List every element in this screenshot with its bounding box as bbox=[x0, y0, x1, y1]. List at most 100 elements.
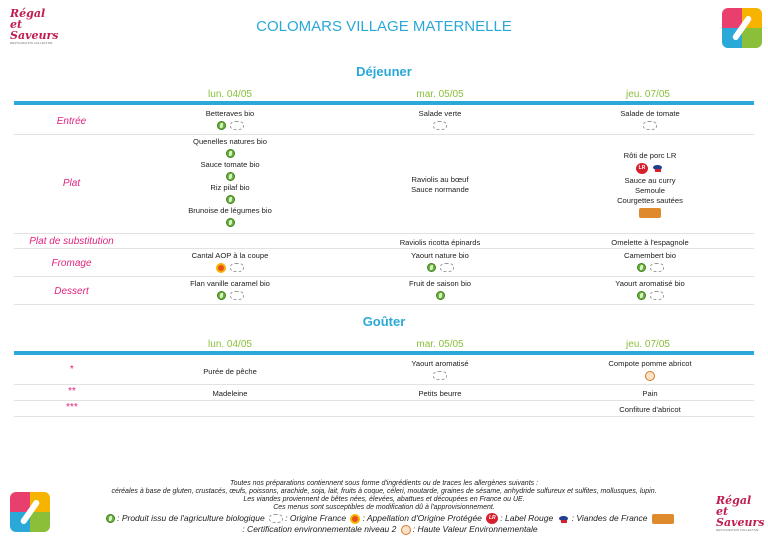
label-legend: : Produit issu de l'agriculture biologiq… bbox=[80, 513, 700, 535]
dejeuner-day-mon: lun. 04/05 bbox=[208, 89, 252, 100]
row-divider bbox=[14, 233, 754, 234]
dish-name: Semoule bbox=[635, 186, 665, 195]
bio-leaf-icon bbox=[225, 195, 235, 204]
cell-substitution-thu: Omelette à l'espagnole bbox=[611, 238, 689, 247]
cell-entree-tue: Salade verte bbox=[355, 109, 525, 132]
dish-name: Flan vanille caramel bio bbox=[190, 279, 270, 288]
dish-name: Cantal AOP à la coupe bbox=[191, 251, 269, 260]
dish-name: Courgettes sautées bbox=[617, 196, 683, 205]
gouter-row-label-3: *** bbox=[65, 402, 78, 413]
cell-plat-tue: Raviolis au bœuf Sauce normande bbox=[355, 175, 525, 195]
dish-name: Brunoise de légumes bio bbox=[188, 206, 272, 215]
aop-icon bbox=[350, 513, 361, 524]
dish-name: Quenelles natures bio bbox=[193, 137, 267, 146]
colorful-logo-top-right bbox=[722, 8, 762, 48]
legend-hve: : Haute Valeur Environnementale bbox=[412, 524, 538, 535]
row-divider bbox=[14, 248, 754, 249]
cell-entree-mon: Betteraves bio bbox=[145, 109, 315, 132]
brand-name-line2: Saveurs bbox=[716, 516, 765, 529]
dish-name: Raviolis au bœuf bbox=[411, 175, 469, 184]
origine-france-icon bbox=[649, 263, 664, 272]
dish-name: Sauce normande bbox=[411, 185, 469, 194]
row-label-dessert: Dessert bbox=[54, 286, 89, 297]
hve-icon bbox=[645, 371, 655, 381]
bio-leaf-icon bbox=[225, 218, 235, 227]
dish-name: Salade de tomate bbox=[620, 109, 680, 118]
bio-leaf-icon bbox=[225, 149, 235, 158]
dish-name: Riz pilaf bio bbox=[210, 183, 250, 192]
brand-tagline: RESTAURATION COLLECTIVE bbox=[716, 528, 759, 532]
origine-france-icon bbox=[269, 514, 284, 524]
viandes-de-france-icon bbox=[558, 514, 570, 524]
brand-tagline: RESTAURATION COLLECTIVE bbox=[10, 41, 53, 45]
gouter-header-bar bbox=[14, 351, 754, 355]
bio-leaf-icon bbox=[426, 263, 436, 272]
cell-gouter1-thu: Compote pomme abricot bbox=[565, 359, 735, 383]
cell-entree-thu: Salade de tomate bbox=[565, 109, 735, 132]
origine-france-icon bbox=[643, 121, 657, 130]
row-divider bbox=[14, 384, 754, 385]
bio-leaf-icon bbox=[216, 291, 226, 300]
allergen-list: céréales à base de gluten, crustacés, œu… bbox=[111, 488, 657, 495]
dejeuner-day-thu: jeu. 07/05 bbox=[626, 89, 670, 100]
bio-leaf-icon bbox=[636, 291, 646, 300]
legend-viandes: : Viandes de France bbox=[571, 513, 648, 523]
cell-gouter2-tue: Petits beurre bbox=[418, 389, 462, 398]
row-label-fromage: Fromage bbox=[51, 258, 92, 269]
cell-plat-mon: Quenelles natures bio Sauce tomate bio R… bbox=[145, 137, 315, 229]
bio-leaf-icon bbox=[435, 291, 445, 300]
row-label-entree: Entrée bbox=[56, 116, 87, 127]
dish-name: Yaourt aromatisé bbox=[411, 359, 469, 368]
label-rouge-icon: LR bbox=[636, 163, 648, 174]
origine-france-icon bbox=[229, 291, 244, 300]
gouter-day-mon: lun. 04/05 bbox=[208, 339, 252, 350]
section-title-gouter: Goûter bbox=[362, 314, 406, 329]
legend-france: : Origine France bbox=[285, 513, 347, 523]
cell-substitution-tue: Raviolis ricotta épinards bbox=[399, 238, 481, 247]
brand-name-line1: Régal et bbox=[10, 7, 46, 31]
cell-plat-thu: Rôti de porc LR LR Sauce au curry Semoul… bbox=[565, 151, 735, 220]
row-divider bbox=[14, 416, 754, 417]
origine-france-icon bbox=[229, 121, 244, 130]
dish-name: Yaourt aromatisé bio bbox=[615, 279, 685, 288]
dish-name: Compote pomme abricot bbox=[608, 359, 692, 368]
origine-france-icon bbox=[230, 263, 244, 272]
origine-france-icon bbox=[433, 371, 447, 380]
cell-gouter1-tue: Yaourt aromatisé bbox=[355, 359, 525, 382]
row-divider bbox=[14, 276, 754, 277]
legend-label-rouge: : Label Rouge bbox=[500, 513, 554, 523]
origine-france-icon bbox=[439, 263, 454, 272]
page-title: COLOMARS VILLAGE MATERNELLE bbox=[256, 18, 512, 35]
row-divider bbox=[14, 134, 754, 135]
hve-icon bbox=[400, 525, 411, 535]
label-rouge-icon: LR bbox=[486, 513, 499, 525]
bio-leaf-icon bbox=[216, 121, 226, 130]
gouter-day-thu: jeu. 07/05 bbox=[626, 339, 670, 350]
viandes-de-france-icon bbox=[652, 163, 664, 173]
cell-dessert-tue: Fruit de saison bio bbox=[355, 279, 525, 302]
dish-name: Betteraves bio bbox=[205, 109, 255, 118]
cell-gouter3-thu: Confiture d'abricot bbox=[619, 405, 681, 414]
dejeuner-header-bar bbox=[14, 101, 754, 105]
dish-name: Salade verte bbox=[418, 109, 462, 118]
gouter-row-label-1: * bbox=[69, 364, 74, 375]
gouter-day-tue: mar. 05/05 bbox=[416, 339, 464, 350]
cell-dessert-mon: Flan vanille caramel bio bbox=[145, 279, 315, 302]
dejeuner-day-tue: mar. 05/05 bbox=[416, 89, 464, 100]
cell-dessert-thu: Yaourt aromatisé bio bbox=[565, 279, 735, 302]
menu-change-note: Ces menus sont susceptibles de modificat… bbox=[273, 504, 495, 511]
aop-icon bbox=[216, 263, 226, 273]
meat-origin-note: Les viandes proviennent de bêtes nées, é… bbox=[243, 496, 525, 503]
bio-leaf-icon bbox=[636, 263, 646, 272]
gouter-row-label-2: ** bbox=[67, 386, 76, 397]
origine-france-icon bbox=[649, 291, 664, 300]
cell-fromage-tue: Yaourt nature bio bbox=[355, 251, 525, 274]
brand-logo-top-left: Régal et Saveurs RESTAURATION COLLECTIVE bbox=[10, 8, 60, 45]
legend-bio: : Produit issu de l'agriculture biologiq… bbox=[117, 513, 265, 523]
row-divider bbox=[14, 400, 754, 401]
certification-env-icon bbox=[639, 208, 661, 218]
row-label-plat: Plat bbox=[62, 178, 81, 189]
legend-aop: : Appellation d'Origine Protégée bbox=[362, 513, 482, 523]
dish-name: Sauce au curry bbox=[624, 176, 676, 185]
cell-fromage-thu: Camembert bio bbox=[565, 251, 735, 274]
